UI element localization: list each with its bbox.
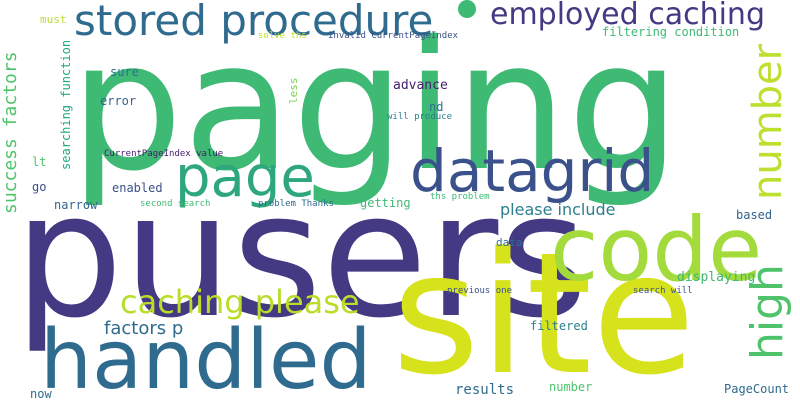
word-number-vertical: number bbox=[745, 43, 791, 200]
word-factors-p: factors p bbox=[104, 318, 184, 339]
word-searching-function-vertical: searching function bbox=[59, 39, 73, 170]
word-filtering-condition: filtering condition bbox=[602, 25, 740, 39]
word-site: site bbox=[392, 216, 696, 400]
word-pusers: pusers bbox=[14, 155, 588, 356]
word-number-small: number bbox=[549, 380, 593, 394]
word-code: code bbox=[550, 198, 763, 301]
word-now: now bbox=[30, 387, 52, 400]
word-employed-caching: employed caching bbox=[490, 0, 765, 32]
word-getting: getting bbox=[360, 196, 411, 210]
word-invalid-currentpageindex: Invalid CurrentPageIndex bbox=[328, 31, 459, 41]
word-sure: sure bbox=[110, 65, 139, 79]
word-currentpageindex-value: CurrentPageIndex value bbox=[104, 149, 224, 159]
word-lt: lt bbox=[32, 155, 47, 169]
word-advance: advance bbox=[393, 78, 448, 93]
word-previous-one: previous one bbox=[447, 286, 513, 296]
word-dot bbox=[458, 0, 476, 18]
word-pagecount: PageCount bbox=[724, 382, 790, 396]
word-caching-please: caching please bbox=[120, 283, 360, 321]
word-stored-procedure: stored procedure bbox=[74, 0, 434, 45]
word-must: must bbox=[40, 13, 67, 26]
word-datagrid: datagrid bbox=[410, 137, 655, 205]
word-search-will: search will bbox=[633, 286, 693, 296]
word-go: go bbox=[32, 180, 47, 194]
word-error: error bbox=[100, 94, 137, 108]
word-ths-problem: ths problem bbox=[430, 192, 490, 202]
word-solve-ths: solve ths bbox=[258, 31, 307, 41]
word-enabled: enabled bbox=[112, 181, 163, 195]
word-data: data bbox=[496, 236, 523, 249]
word-based: based bbox=[736, 208, 773, 222]
word-success-factors-vertical: success factors bbox=[0, 51, 21, 214]
word-problem-thanks: problem Thanks bbox=[258, 199, 334, 209]
word-second-search: second search bbox=[140, 199, 211, 209]
word-less-vertical: less bbox=[287, 77, 300, 105]
word-paging: paging bbox=[70, 3, 681, 210]
word-filtered: filtered bbox=[530, 319, 588, 333]
word-nd: nd bbox=[429, 100, 444, 114]
word-please-include: please include bbox=[500, 200, 616, 219]
word-handled: handled bbox=[40, 313, 372, 400]
word-narrow: narrow bbox=[54, 198, 98, 212]
word-will-produce: will produce bbox=[387, 112, 453, 122]
word-displaying: displaying bbox=[677, 270, 756, 285]
word-page: page bbox=[175, 145, 315, 210]
word-results: results bbox=[455, 382, 515, 398]
